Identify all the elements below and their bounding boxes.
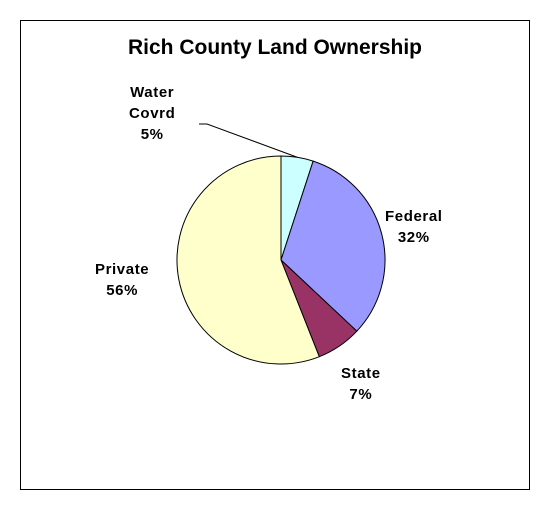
slice-label-line: 5% xyxy=(140,126,164,143)
slice-label-line: 56% xyxy=(106,282,139,299)
slice-label-water-covrd: Water Covrd 5% xyxy=(129,82,175,145)
slice-label-state: State 7% xyxy=(341,363,381,405)
chart-title: Rich County Land Ownership xyxy=(127,36,422,59)
slice-label-line: Covrd xyxy=(129,105,176,122)
slice-label-line: 7% xyxy=(349,386,373,403)
chart-frame: Rich County Land Ownership Water Covrd 5… xyxy=(20,20,530,490)
pie-chart xyxy=(176,123,386,365)
slice-label-line: Private xyxy=(95,261,150,278)
pie-slice-federal xyxy=(280,160,386,332)
slice-label-line: State xyxy=(341,365,381,382)
pie-slice-private xyxy=(176,155,320,365)
slice-label-private: Private 56% xyxy=(95,259,149,301)
slice-label-line: Federal xyxy=(385,208,443,225)
slice-label-line: 32% xyxy=(397,229,430,246)
slice-label-line: Water xyxy=(130,84,175,101)
slice-label-federal: Federal 32% xyxy=(385,206,443,248)
leader-line-water-covrd xyxy=(199,123,298,158)
